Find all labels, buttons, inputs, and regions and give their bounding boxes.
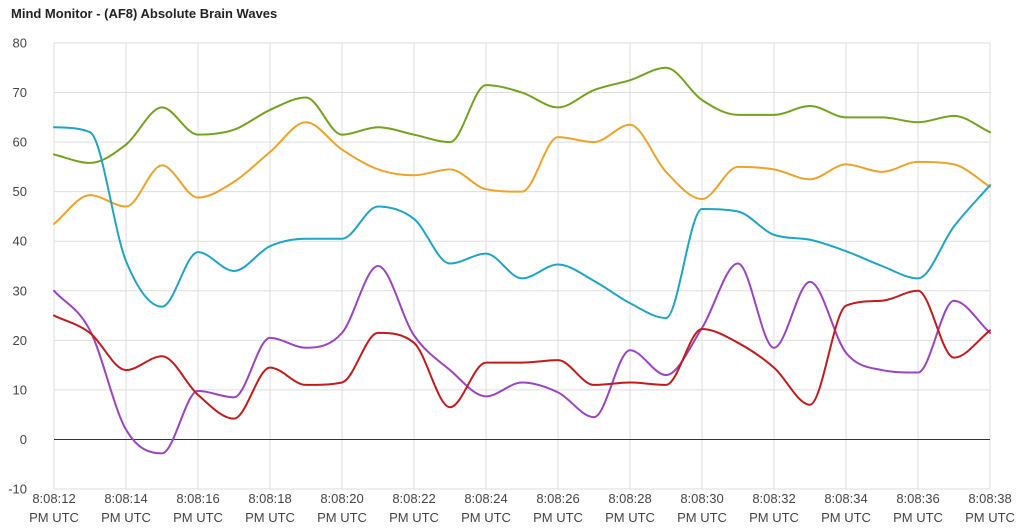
x-tick-tz: PM UTC [965, 510, 1015, 525]
y-tick-label: 0 [20, 432, 27, 447]
x-tick-tz: PM UTC [101, 510, 151, 525]
x-tick-tz: PM UTC [533, 510, 583, 525]
series-line-0 [53, 66, 991, 164]
x-tick-time: 8:08:32 [752, 491, 795, 506]
y-tick-label: 10 [13, 382, 27, 397]
x-tick-time: 8:08:24 [464, 491, 507, 506]
x-tick-time: 8:08:18 [248, 491, 291, 506]
x-tick-time: 8:08:30 [680, 491, 723, 506]
x-tick-tz: PM UTC [749, 510, 799, 525]
series-line-1 [53, 121, 991, 225]
x-tick-time: 8:08:12 [32, 491, 75, 506]
series-line-4 [53, 289, 991, 420]
x-tick-time: 8:08:16 [176, 491, 219, 506]
x-tick-time: 8:08:28 [608, 491, 651, 506]
x-tick-tz: PM UTC [605, 510, 655, 525]
series-lines [53, 66, 991, 455]
y-tick-label: -10 [8, 482, 27, 497]
y-tick-label: 60 [13, 135, 27, 150]
x-tick-time: 8:08:22 [392, 491, 435, 506]
grid-lines [53, 42, 991, 490]
x-tick-tz: PM UTC [461, 510, 511, 525]
x-tick-time: 8:08:20 [320, 491, 363, 506]
x-tick-time: 8:08:26 [536, 491, 579, 506]
x-axis-ticks: 8:08:12 PM UTC 8:08:14 PM UTC 8:08:16 PM UTC 8… [29, 491, 1015, 525]
y-tick-label: 40 [13, 234, 27, 249]
y-axis-ticks: 80 70 60 50 40 30 20 10 0 -10 [8, 36, 27, 497]
x-tick-tz: PM UTC [389, 510, 439, 525]
x-tick-tz: PM UTC [893, 510, 943, 525]
x-tick-time: 8:08:14 [104, 491, 147, 506]
x-tick-tz: PM UTC [173, 510, 223, 525]
y-tick-label: 50 [13, 184, 27, 199]
x-tick-tz: PM UTC [245, 510, 295, 525]
y-tick-label: 30 [13, 283, 27, 298]
x-tick-time: 8:08:34 [824, 491, 867, 506]
x-tick-tz: PM UTC [29, 510, 79, 525]
x-tick-time: 8:08:38 [968, 491, 1011, 506]
x-tick-tz: PM UTC [317, 510, 367, 525]
x-tick-tz: PM UTC [677, 510, 727, 525]
series-line-2 [53, 126, 991, 320]
y-tick-label: 70 [13, 85, 27, 100]
x-tick-tz: PM UTC [821, 510, 871, 525]
x-tick-time: 8:08:36 [896, 491, 939, 506]
chart-title: Mind Monitor - (AF8) Absolute Brain Wave… [11, 6, 278, 21]
y-tick-label: 80 [13, 36, 27, 51]
series-line-3 [53, 262, 991, 455]
y-tick-label: 20 [13, 333, 27, 348]
